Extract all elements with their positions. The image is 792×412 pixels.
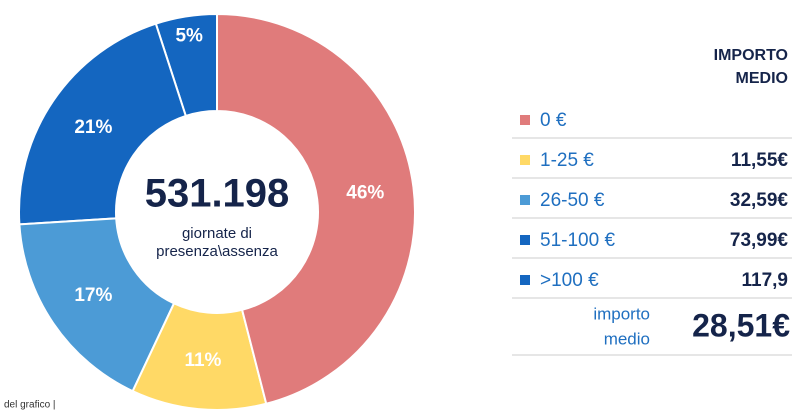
footnote: del grafico | — [4, 400, 56, 411]
legend-label: >100 € — [540, 270, 599, 291]
slice — [18, 217, 176, 393]
amount: 32,59€ — [730, 190, 789, 211]
slice — [216, 12, 416, 405]
amount-header: IMPORTO — [714, 47, 788, 64]
center-value: 531.198 — [145, 172, 290, 216]
slice — [18, 22, 188, 226]
legend-swatch — [520, 235, 530, 245]
amount: 117,9 — [742, 270, 789, 291]
legend-swatch — [520, 275, 530, 285]
total-label: medio — [604, 329, 650, 348]
amount: 11,55€ — [731, 150, 788, 171]
amount: 73,99€ — [730, 230, 789, 251]
slice-label: 5% — [175, 26, 203, 47]
slice-label: 11% — [184, 350, 221, 371]
legend-label: 1-25 € — [540, 150, 594, 171]
slice-label: 46% — [346, 182, 384, 203]
legend-swatch — [520, 155, 530, 165]
slice — [131, 302, 268, 411]
legend-label: 26-50 € — [540, 190, 605, 211]
center-text: giornate di — [182, 225, 252, 242]
total-label: importo — [593, 304, 650, 323]
legend-swatch — [520, 115, 530, 125]
amount-header: MEDIO — [736, 70, 788, 87]
legend-label: 51-100 € — [540, 230, 615, 251]
legend-swatch — [520, 195, 530, 205]
center-text: presenza\assenza — [156, 243, 278, 260]
legend-label: 0 € — [540, 110, 567, 131]
slice-label: 17% — [74, 285, 112, 306]
slice-label: 21% — [74, 117, 112, 138]
total-amount: 28,51€ — [692, 307, 790, 343]
